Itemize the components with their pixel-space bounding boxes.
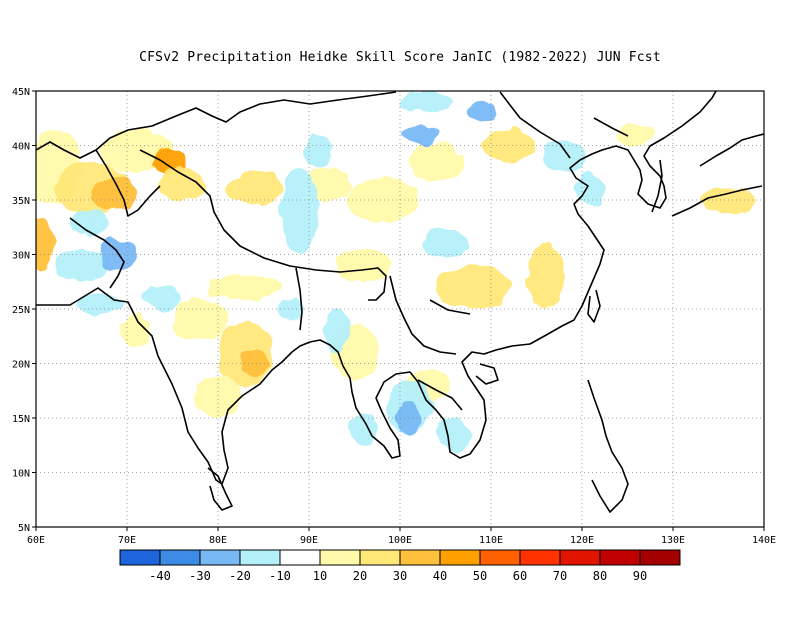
colorbar-label: 40 bbox=[433, 569, 447, 583]
lon-tick-label: 140E bbox=[752, 535, 776, 546]
colorbar-label: -10 bbox=[269, 569, 291, 583]
colorbar-swatch bbox=[199, 549, 241, 566]
skill-patch bbox=[400, 91, 455, 113]
skill-patch bbox=[54, 249, 109, 282]
lat-tick-label: 40N bbox=[12, 142, 30, 153]
colorbar-label: 20 bbox=[353, 569, 367, 583]
colorbar-label: 10 bbox=[313, 569, 327, 583]
colorbar-label: -20 bbox=[229, 569, 251, 583]
skill-patch bbox=[541, 140, 587, 173]
colorbar-label: 80 bbox=[593, 569, 607, 583]
skill-patch bbox=[322, 309, 350, 353]
lon-tick-label: 80E bbox=[209, 535, 227, 546]
lat-tick-label: 35N bbox=[12, 196, 30, 207]
skill-patch bbox=[436, 265, 510, 310]
chart-title: CFSv2 Precipitation Heidke Skill Score J… bbox=[139, 50, 661, 65]
skill-patch bbox=[395, 401, 423, 435]
colorbar-label: -40 bbox=[149, 569, 171, 583]
skill-patch bbox=[240, 350, 269, 377]
skill-patch bbox=[527, 243, 564, 309]
skill-patch bbox=[481, 129, 537, 162]
skill-patch bbox=[195, 374, 241, 419]
colorbar-swatch bbox=[319, 549, 361, 566]
lon-tick-label: 120E bbox=[570, 535, 594, 546]
colorbar-swatch bbox=[599, 549, 641, 566]
skill-patch bbox=[281, 167, 319, 255]
skill-patch bbox=[468, 101, 496, 124]
lon-tick-label: 90E bbox=[300, 535, 318, 546]
lon-tick-label: 130E bbox=[661, 535, 685, 546]
skill-patch bbox=[90, 178, 137, 211]
lat-tick-label: 5N bbox=[18, 523, 30, 534]
lat-tick-label: 45N bbox=[12, 87, 30, 98]
colorbar-label: 70 bbox=[553, 569, 567, 583]
skill-patch bbox=[172, 298, 228, 342]
colorbar-label: 60 bbox=[513, 569, 527, 583]
skill-patch bbox=[336, 249, 391, 282]
lon-tick-label: 70E bbox=[118, 535, 136, 546]
lat-tick-label: 10N bbox=[12, 469, 30, 480]
skill-patch bbox=[422, 227, 469, 260]
skill-patch bbox=[700, 186, 755, 214]
skill-patch bbox=[409, 142, 464, 182]
skill-patch bbox=[345, 178, 419, 222]
lon-tick-label: 110E bbox=[479, 535, 503, 546]
skill-patch bbox=[158, 167, 205, 200]
skill-patch bbox=[277, 298, 305, 320]
skill-patch bbox=[99, 238, 137, 271]
colorbar-swatch bbox=[479, 549, 521, 566]
colorbar-swatch bbox=[639, 549, 681, 566]
colorbar-swatch bbox=[559, 549, 601, 566]
lat-tick-label: 20N bbox=[12, 360, 30, 371]
colorbar-swatch bbox=[279, 549, 321, 566]
skill-patch bbox=[218, 319, 273, 386]
skill-patch bbox=[36, 216, 55, 271]
skill-patch bbox=[349, 412, 378, 446]
skill-patch bbox=[208, 274, 282, 301]
skill-patch bbox=[304, 134, 332, 168]
skill-patch bbox=[72, 208, 109, 235]
skill-patch bbox=[618, 123, 655, 146]
colorbar-label: 50 bbox=[473, 569, 487, 583]
colorbar-swatch bbox=[399, 549, 441, 566]
skill-patch bbox=[577, 172, 605, 206]
skill-patch bbox=[436, 418, 473, 451]
lat-tick-label: 15N bbox=[12, 414, 30, 425]
lat-tick-label: 30N bbox=[12, 251, 30, 262]
skill-patches bbox=[36, 91, 755, 451]
colorbar-swatch bbox=[239, 549, 281, 566]
colorbar-label: 30 bbox=[393, 569, 407, 583]
lon-tick-label: 60E bbox=[27, 535, 45, 546]
colorbar-swatch bbox=[519, 549, 561, 566]
skill-patch bbox=[122, 314, 150, 348]
axis-ticks: 60E 70E 80E 90E 100E 110E 120E 130E 140E 5N 10N 15N… bbox=[12, 87, 776, 546]
skill-patch bbox=[145, 285, 182, 312]
skill-patch bbox=[227, 172, 282, 206]
colorbar-swatch bbox=[119, 549, 161, 566]
colorbar-label: -30 bbox=[189, 569, 211, 583]
coastline-borders bbox=[36, 91, 764, 513]
colorbar-swatch bbox=[439, 549, 481, 566]
skill-patch bbox=[400, 123, 437, 146]
lat-tick-label: 25N bbox=[12, 305, 30, 316]
colorbar-swatch bbox=[359, 549, 401, 566]
colorbar: -40 -30 -20 -10 10 20 30 40 50 60 70 80 90 bbox=[119, 549, 681, 583]
colorbar-label: 90 bbox=[633, 569, 647, 583]
colorbar-swatch bbox=[159, 549, 201, 566]
lon-tick-label: 100E bbox=[388, 535, 412, 546]
